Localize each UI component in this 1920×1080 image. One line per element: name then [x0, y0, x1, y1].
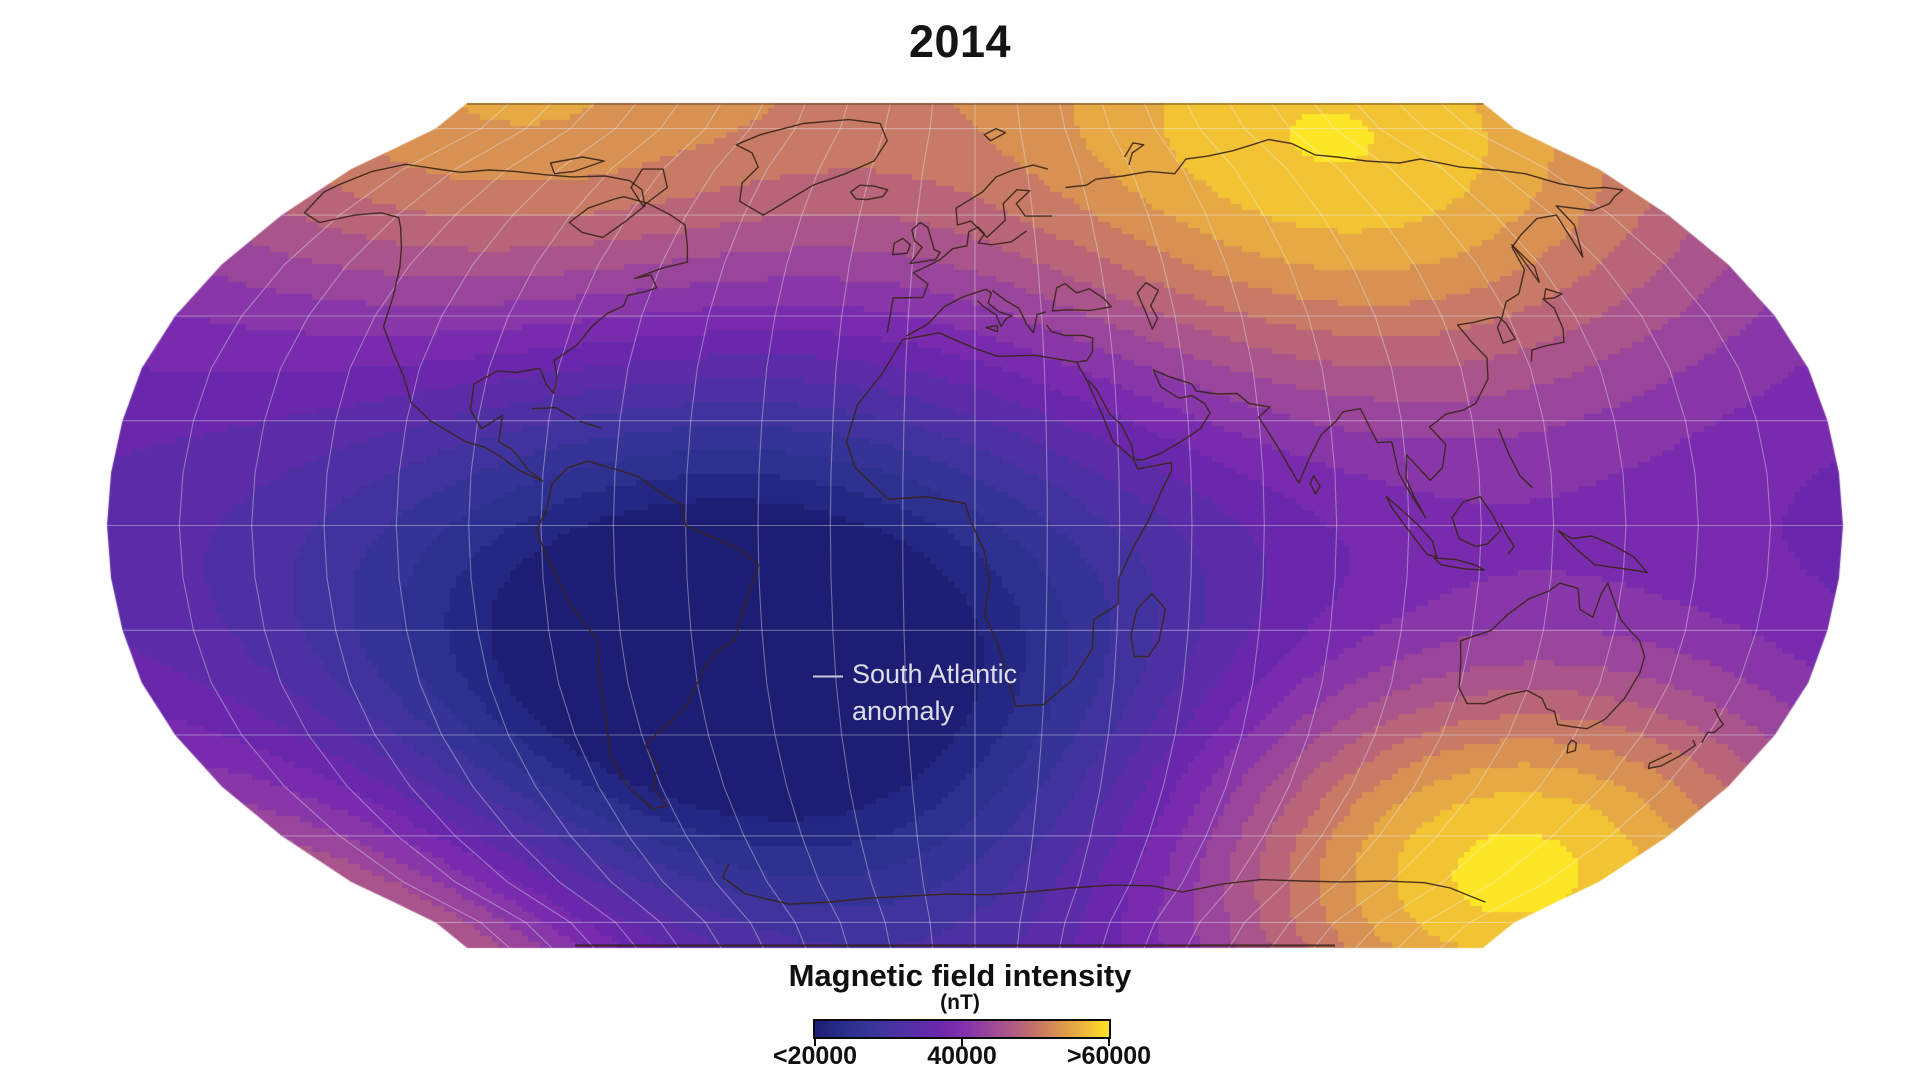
colorbar-label-max: >60000	[1066, 1042, 1152, 1070]
graticule	[107, 103, 1843, 948]
legend-title: Magnetic field intensity	[788, 958, 1132, 993]
colorbar-gradient	[813, 1019, 1111, 1039]
annotation-text: South Atlantic anomaly	[852, 656, 1017, 730]
annotation-dash: —	[813, 658, 843, 691]
legend-unit: (nT)	[940, 991, 980, 1014]
colorbar	[813, 1019, 1111, 1046]
colorbar-tick-mid	[961, 1039, 963, 1046]
colorbar-tick-min	[814, 1039, 816, 1046]
colorbar-tick-max	[1108, 1039, 1110, 1046]
annotation-line1: South Atlantic	[852, 659, 1018, 689]
colorbar-label-mid: 40000	[927, 1042, 997, 1070]
coastlines	[303, 118, 1725, 905]
colorbar-label-min: <20000	[772, 1042, 858, 1070]
annotation-line2: anomaly	[852, 696, 955, 726]
saa-annotation: — South Atlantic anomaly	[813, 656, 1017, 730]
